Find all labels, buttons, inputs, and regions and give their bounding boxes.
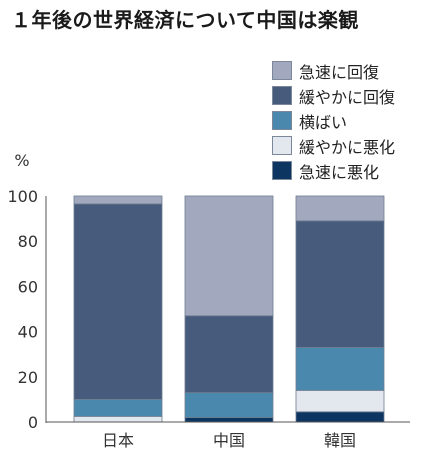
bars: [73, 195, 385, 423]
y-tick-label-60: 60: [18, 277, 38, 296]
legend-label-flat: 横ばい: [299, 112, 348, 132]
legend-swatch-rapid-worsening: [272, 161, 292, 180]
bar-segment-1-rapid-recovery: [73, 195, 163, 205]
legend-item-gradual-recovery: 緩やかに回復: [272, 83, 395, 108]
x-tick-label-1: 日本: [102, 431, 134, 450]
bar-segment-3-gradual-worsening: [295, 389, 385, 413]
bar-segment-3-rapid-worsening: [295, 411, 385, 423]
x-axis: 日本 中国 韓国: [46, 421, 410, 450]
x-tick-label-2: 中国: [213, 431, 245, 450]
legend-swatch-gradual-recovery: [272, 86, 292, 105]
bar-segment-3-flat: [295, 347, 385, 391]
y-tick-label-20: 20: [18, 368, 38, 387]
y-tick-label-80: 80: [18, 232, 38, 251]
legend-item-flat: 横ばい: [272, 108, 395, 133]
x-tick-label-3: 韓国: [324, 431, 356, 450]
bar-segment-2-gradual-recovery: [184, 315, 274, 394]
bar-segment-2-rapid-worsening: [184, 417, 274, 423]
legend-item-rapid-recovery: 急速に回復: [272, 58, 395, 83]
y-axis-unit: %: [14, 151, 29, 170]
legend-item-gradual-worsening: 緩やかに悪化: [272, 133, 395, 158]
bar-segment-1-gradual-recovery: [73, 203, 163, 400]
bar-segment-1-flat: [73, 398, 163, 417]
chart-title: １年後の世界経済について中国は楽観: [11, 8, 359, 32]
y-tick-label-0: 0: [28, 413, 38, 432]
legend-label-gradual-recovery: 緩やかに回復: [299, 87, 396, 107]
bar-segment-2-rapid-recovery: [184, 195, 274, 317]
y-tick-label-100: 100: [7, 187, 38, 206]
bar-segment-3-gradual-recovery: [295, 220, 385, 348]
bar-segment-2-flat: [184, 392, 274, 418]
legend: 急速に回復 緩やかに回復 横ばい 緩やかに悪化 急速に悪化: [272, 58, 395, 183]
y-tick-label-40: 40: [18, 323, 38, 342]
legend-label-rapid-recovery: 急速に回復: [299, 62, 380, 82]
bar-segment-1-gradual-worsening: [73, 415, 163, 423]
bar-segment-3-rapid-recovery: [295, 195, 385, 222]
legend-item-rapid-worsening: 急速に悪化: [272, 158, 395, 183]
legend-label-rapid-worsening: 急速に悪化: [299, 162, 380, 182]
legend-label-gradual-worsening: 緩やかに悪化: [299, 137, 396, 157]
legend-swatch-rapid-recovery: [272, 61, 292, 80]
legend-swatch-flat: [272, 111, 292, 130]
legend-swatch-gradual-worsening: [272, 136, 292, 155]
y-axis: 0 20 40 60 80 100%: [7, 151, 47, 432]
